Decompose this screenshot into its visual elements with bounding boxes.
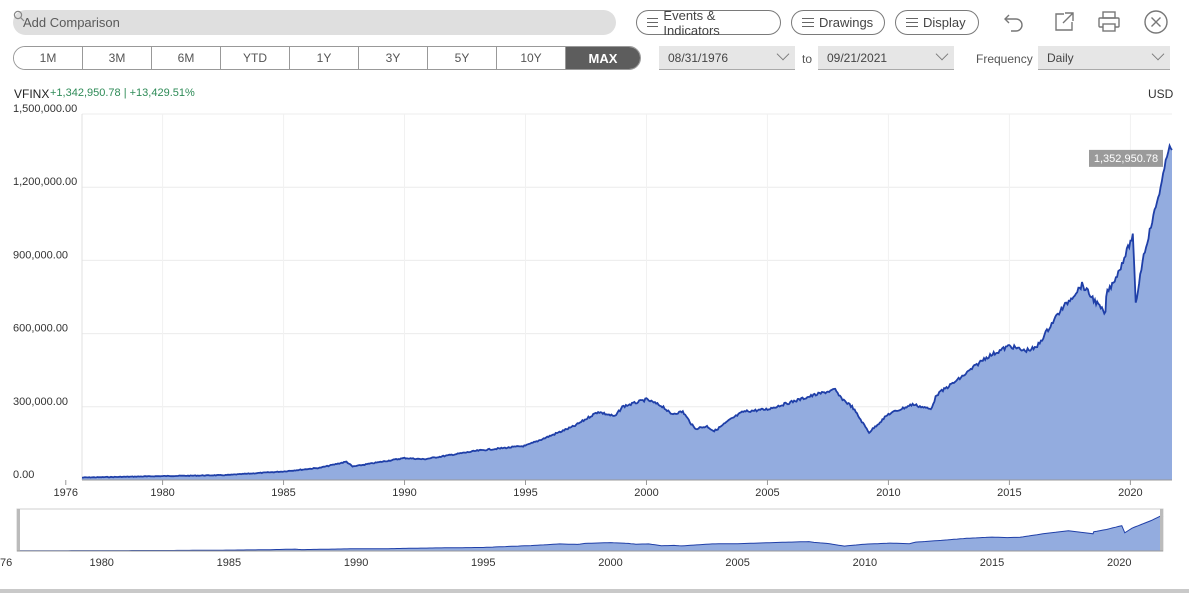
x-tick-label: 2005 (755, 487, 779, 499)
navigator-tick-label: 2000 (598, 557, 622, 569)
navigator-handle-left[interactable] (17, 509, 20, 551)
navigator-tick-label: 2015 (980, 557, 1004, 569)
x-tick-label: 1985 (271, 487, 295, 499)
ticker-change: +1,342,950.78 | +13,429.51% (50, 87, 195, 99)
y-tick-label: 900,000.00 (13, 249, 68, 261)
y-tick-label: 300,000.00 (13, 396, 68, 408)
price-points (81, 143, 1173, 478)
navigator-tick-label: 2020 (1107, 557, 1131, 569)
period-ytd[interactable]: YTD (221, 47, 290, 69)
frequency-label: Frequency (976, 52, 1033, 66)
x-tick-label: 2000 (634, 487, 658, 499)
x-tick-label: 1995 (513, 487, 537, 499)
navigator-tick-label: 1976 (0, 557, 12, 569)
navigator-handle-right[interactable] (1160, 509, 1163, 551)
period-3m[interactable]: 3M (83, 47, 152, 69)
to-date-select[interactable]: 09/21/2021 (818, 46, 954, 70)
bottom-border (0, 589, 1189, 593)
navigator-tick-label: 1980 (89, 557, 113, 569)
x-tick-label: 2010 (876, 487, 900, 499)
price-line (82, 142, 1173, 479)
to-label: to (802, 52, 813, 66)
period-5y[interactable]: 5Y (428, 47, 497, 69)
navigator-area (17, 516, 1163, 551)
price-label-box (1089, 149, 1163, 167)
y-tick-label: 1,500,000.00 (13, 103, 77, 115)
period-max[interactable]: MAX (566, 47, 640, 69)
x-tick-label: 1980 (150, 487, 174, 499)
drawings-button[interactable]: Drawings (791, 10, 885, 35)
period-selector: 1M 3M 6M YTD 1Y 3Y 5Y 10Y MAX (13, 46, 641, 70)
navigator-tick-label: 2005 (725, 557, 749, 569)
from-date-select[interactable]: 08/31/1976 (659, 46, 795, 70)
popout-icon[interactable] (1051, 9, 1077, 35)
period-3y[interactable]: 3Y (359, 47, 428, 69)
x-tick-label: 2015 (997, 487, 1021, 499)
drawings-label: Drawings (819, 15, 874, 30)
frequency-select[interactable]: Daily (1038, 46, 1170, 70)
ticker-symbol: VFINX (14, 87, 50, 101)
search-icon (13, 10, 25, 22)
navigator-line (17, 515, 1164, 552)
close-icon[interactable] (1143, 9, 1169, 35)
x-tick-label: 2020 (1118, 487, 1142, 499)
events-indicators-label: Events & Indicators (663, 7, 720, 38)
menu-icon (802, 18, 814, 27)
period-10y[interactable]: 10Y (497, 47, 566, 69)
price-area (82, 145, 1172, 480)
navigator-tick-label: 1985 (217, 557, 241, 569)
undo-icon[interactable] (1001, 9, 1027, 35)
display-button[interactable]: Display (895, 10, 979, 35)
y-tick-label: 600,000.00 (13, 323, 68, 335)
navigator-tick-label: 1995 (471, 557, 495, 569)
x-tick-label: 1990 (392, 487, 416, 499)
from-date-value: 08/31/1976 (668, 50, 729, 65)
currency-label: USD (1148, 87, 1174, 101)
menu-icon (647, 18, 659, 27)
period-1m[interactable]: 1M (14, 47, 83, 69)
print-icon[interactable] (1096, 9, 1122, 35)
price-label-text: 1,352,950.78 (1094, 153, 1158, 165)
navigator-tick-label: 1990 (344, 557, 368, 569)
navigator: 1976 1980 1985 1990 1995 2000 2005 2010 2015 2020 (0, 508, 1164, 569)
y-axis: 0.00 300,000.00 600,000.00 900,000.00 1,200,… (13, 103, 77, 481)
frequency-value: Daily (1047, 50, 1074, 65)
x-tick-label: 1976 (54, 487, 78, 499)
y-tick-label: 1,200,000.00 (13, 176, 77, 188)
add-comparison-search[interactable]: Add Comparison (13, 10, 616, 35)
last-price-label: 1,352,950.78 (1089, 149, 1163, 167)
display-label: Display (923, 15, 966, 30)
period-6m[interactable]: 6M (152, 47, 221, 69)
menu-icon (906, 18, 918, 27)
x-axis: 1976 1980 1985 1990 1995 2000 2005 2010 2015 2020 (54, 480, 1143, 499)
events-indicators-button[interactable]: Events & Indicators (636, 7, 781, 38)
period-1y[interactable]: 1Y (290, 47, 359, 69)
to-date-value: 09/21/2021 (827, 50, 888, 65)
search-placeholder: Add Comparison (23, 15, 120, 30)
navigator-tick-label: 2010 (853, 557, 877, 569)
y-tick-label: 0.00 (13, 469, 34, 481)
